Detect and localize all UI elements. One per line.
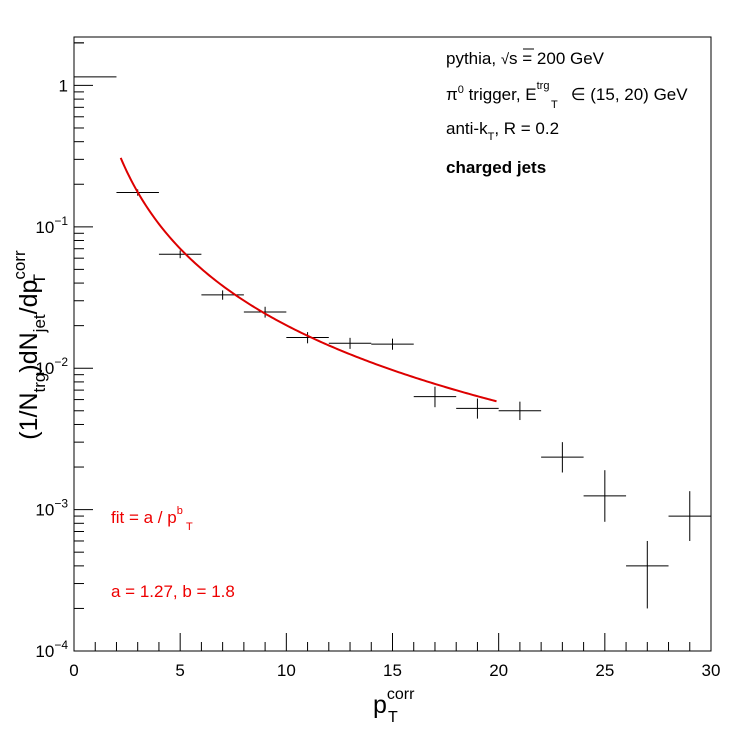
y-axis-title-part: )dN bbox=[15, 332, 43, 372]
legend-trigger-post: ∈ (15, 20) GeV bbox=[566, 85, 688, 104]
data-point bbox=[541, 442, 584, 473]
x-tick-label: 20 bbox=[489, 661, 508, 680]
legend-line-antikt: anti-kT, R = 0.2 bbox=[446, 119, 559, 143]
y-tick-label: 10−3 bbox=[35, 497, 68, 520]
y-axis-title-part: trg bbox=[30, 373, 49, 393]
y-axis-title-part: /dp bbox=[15, 280, 43, 315]
legend-line-pythia: pythia, √s = 200 GeV bbox=[446, 49, 605, 68]
data-point bbox=[243, 306, 287, 318]
y-axis-title: (1/Ntrg)dNjet/dpcorrT bbox=[10, 250, 49, 440]
y-tick-label: 1 bbox=[59, 76, 68, 95]
x-axis-title: pcorr T bbox=[373, 686, 415, 724]
data-point bbox=[456, 398, 499, 419]
x-tick-label: 10 bbox=[277, 661, 296, 680]
fit-formula-sub: T bbox=[186, 521, 193, 533]
y-axis-title-part: (1/N bbox=[15, 392, 43, 439]
x-tick-label: 25 bbox=[595, 661, 614, 680]
fit-formula-sup: b bbox=[177, 505, 183, 517]
x-tick-label: 30 bbox=[702, 661, 721, 680]
x-axis: 0 5 10 15 20 25 30 bbox=[69, 633, 720, 680]
x-tick-label: 0 bbox=[69, 661, 78, 680]
y-tick-base: 1 bbox=[59, 76, 68, 95]
y-tick-base: 10 bbox=[35, 642, 54, 661]
data-point bbox=[668, 491, 711, 541]
x-tick-label: 5 bbox=[175, 661, 184, 680]
y-tick-base: 10 bbox=[35, 501, 54, 520]
y-axis: 110−110−210−310−4 bbox=[35, 42, 93, 661]
data-point bbox=[328, 337, 372, 349]
data-point bbox=[413, 386, 457, 408]
data-point bbox=[201, 290, 244, 300]
legend-antikt-sub: T bbox=[488, 131, 495, 143]
fit-formula-pre: fit = a / p bbox=[111, 508, 177, 527]
y-tick-base: 10 bbox=[35, 218, 54, 237]
legend-trigger-mid: trigger, E bbox=[464, 85, 537, 104]
y-tick-exponent: −1 bbox=[54, 214, 68, 228]
fit-curve-layer bbox=[119, 157, 497, 403]
x-tick-label: 15 bbox=[383, 661, 402, 680]
y-tick-label: 10−4 bbox=[35, 638, 68, 661]
fit-formula: fit = a / pbT bbox=[111, 505, 193, 533]
sqrt-sign: √ bbox=[501, 51, 510, 68]
fit-params: a = 1.27, b = 1.8 bbox=[111, 582, 235, 601]
data-point bbox=[583, 470, 627, 522]
data-point bbox=[286, 332, 329, 344]
x-axis-title-base: p bbox=[373, 691, 387, 719]
data-series bbox=[74, 76, 711, 609]
y-tick-label: 10−2 bbox=[35, 355, 68, 378]
y-axis-title-part: jet bbox=[30, 314, 49, 333]
x-axis-title-sup: corr bbox=[387, 686, 415, 703]
legend-pythia-post: = 200 GeV bbox=[518, 49, 605, 68]
y-tick-exponent: −3 bbox=[54, 497, 68, 511]
y-axis-title-part: corr bbox=[10, 250, 29, 280]
legend-pythia-pre: pythia, bbox=[446, 49, 501, 68]
legend-e-sup: trg bbox=[537, 80, 550, 92]
legend-antikt-pre: anti-k bbox=[446, 119, 488, 138]
data-point bbox=[498, 401, 542, 421]
x-axis-title-sub: T bbox=[388, 709, 398, 724]
data-point bbox=[626, 540, 669, 609]
legend-line-charged-jets: charged jets bbox=[446, 158, 546, 177]
legend-line-trigger: π0 trigger, EtrgT ∈ (15, 20) GeV bbox=[446, 80, 688, 111]
legend-pi-sup: 0 bbox=[458, 84, 464, 96]
legend-e-sub: T bbox=[551, 99, 558, 111]
y-tick-exponent: −2 bbox=[54, 355, 68, 369]
y-tick-base: 10 bbox=[35, 359, 54, 378]
data-point bbox=[158, 250, 202, 259]
y-axis-title-part: T bbox=[30, 274, 49, 284]
data-point bbox=[371, 338, 414, 350]
y-tick-label: 10−1 bbox=[35, 214, 68, 237]
y-tick-exponent: −4 bbox=[54, 638, 68, 652]
legend-sqrt-arg: s bbox=[509, 49, 518, 68]
legend-antikt-post: , R = 0.2 bbox=[494, 119, 559, 138]
legend-pi: π bbox=[446, 85, 458, 104]
fit-curve bbox=[119, 157, 497, 403]
